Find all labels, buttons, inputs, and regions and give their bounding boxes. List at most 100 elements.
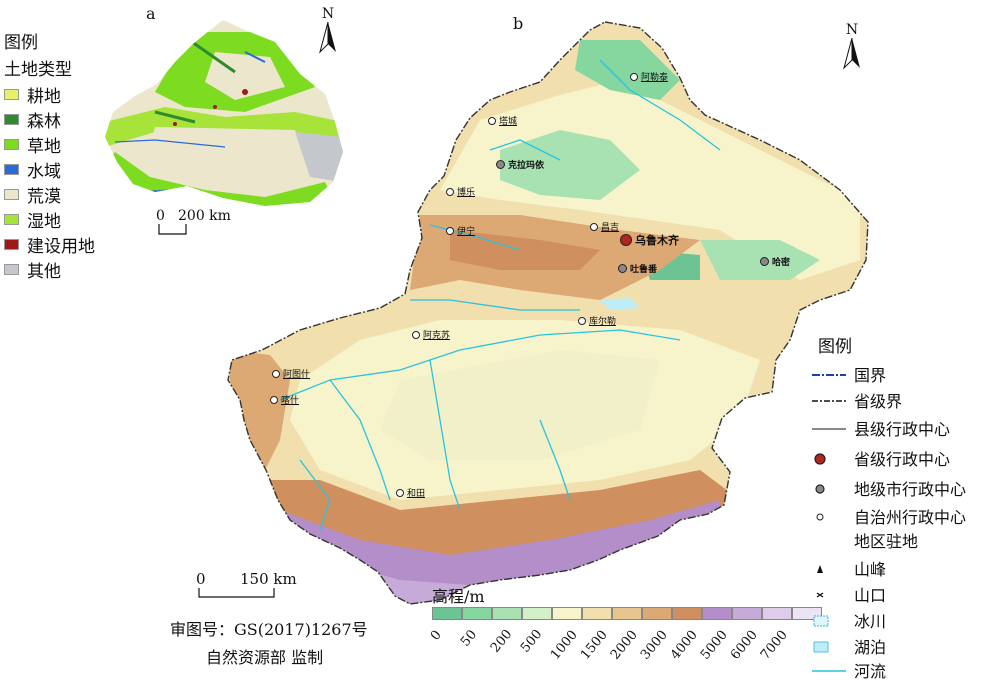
city-label: 哈密 [772, 258, 791, 268]
panel-a-label: a [146, 4, 156, 23]
legend-item-label: 省级界 [854, 392, 903, 411]
city-label: 阿图什 [283, 370, 311, 380]
legend-item: 省级界 [812, 388, 902, 412]
land-type-swatch [4, 189, 19, 200]
city-label: 博乐 [457, 188, 476, 198]
city-marker: 哈密 [760, 255, 790, 268]
river-icon [812, 663, 846, 677]
city-marker: 乌鲁木齐 [620, 232, 679, 248]
elevation-class-box [492, 607, 522, 620]
city-label: 昌吉 [601, 223, 620, 233]
national-border-icon [812, 367, 846, 381]
city-dot-icon [630, 72, 638, 81]
legend-item-label: 地区驻地 [854, 532, 919, 551]
legend-item-label: 山口 [854, 586, 887, 605]
city-label: 库尔勒 [589, 317, 617, 327]
north-arrow-icon [843, 37, 860, 70]
county-line-icon [812, 421, 846, 435]
city-dot-icon [488, 116, 496, 125]
capital-dot-icon [620, 234, 632, 246]
elevation-class-box [642, 607, 672, 620]
elevation-class-box [432, 607, 462, 620]
scale-bar-a [158, 224, 187, 235]
city-label: 吐鲁番 [630, 265, 658, 275]
city-dot-icon [578, 316, 586, 325]
legend-item: 冰川 [812, 608, 886, 632]
land-type-item: 建设用地 [4, 232, 95, 257]
land-type-item: 荒漠 [4, 182, 61, 207]
panel-b-legend-title: 图例 [818, 337, 852, 357]
blank-icon [812, 533, 846, 547]
scale-zero-b: 0 [196, 570, 206, 588]
lake-icon [812, 639, 846, 653]
city-marker: 博乐 [446, 185, 475, 198]
land-type-label: 耕地 [27, 87, 61, 107]
pass-icon [812, 587, 846, 601]
legend-item: 地区驻地 [812, 528, 918, 552]
land-type-label: 水域 [27, 162, 61, 182]
city-dot-icon [396, 488, 404, 497]
legend-item-label: 省级行政中心 [854, 450, 951, 469]
land-type-label: 荒漠 [27, 187, 61, 207]
legend-item: 省级行政中心 [812, 446, 950, 470]
panel-a-legend-title: 图例 [4, 33, 38, 53]
city-label: 阿勒泰 [641, 73, 669, 83]
elevation-class-box [582, 607, 612, 620]
city-marker: 吐鲁番 [618, 262, 657, 275]
panel-b-label: b [513, 14, 524, 33]
legend-item-label: 河流 [854, 662, 887, 681]
city-label: 阿克苏 [423, 331, 451, 341]
capital-dot-icon [812, 451, 846, 465]
land-type-label: 湿地 [27, 212, 61, 232]
land-type-swatch [4, 89, 19, 100]
city-dot-icon [446, 226, 454, 235]
elevation-class-box [762, 607, 792, 620]
city-marker: 喀什 [270, 393, 299, 406]
scale-value-a: 200 km [178, 208, 231, 224]
elevation-class-box [672, 607, 702, 620]
land-type-label: 草地 [27, 137, 61, 157]
legend-item: 湖泊 [812, 634, 886, 658]
city-marker: 塔城 [488, 114, 517, 127]
city-label: 伊宁 [457, 227, 476, 237]
land-type-swatch [4, 164, 19, 175]
legend-item: 地级市行政中心 [812, 476, 966, 500]
elevation-class-box [702, 607, 732, 620]
approval-number: 审图号：GS(2017)1267号 [170, 620, 368, 639]
land-type-swatch [4, 239, 19, 250]
city-dot-icon [618, 264, 627, 273]
legend-item-label: 自治州行政中心 [854, 508, 967, 527]
scale-zero-a: 0 [156, 208, 165, 224]
legend-item-label: 地级市行政中心 [854, 480, 967, 499]
legend-item-label: 冰川 [854, 612, 887, 631]
elevation-class-box [462, 607, 492, 620]
city-dot-icon [272, 369, 280, 378]
prefecture-dot-icon [812, 509, 846, 523]
north-arrow-a: N [316, 6, 340, 58]
north-label-a: N [321, 6, 335, 22]
legend-item-label: 山峰 [854, 560, 887, 579]
legend-item: 国界 [812, 362, 886, 386]
elevation-class-box [522, 607, 552, 620]
land-type-label: 其他 [27, 262, 61, 282]
land-type-label: 建设用地 [27, 237, 95, 257]
legend-item-label: 湖泊 [854, 638, 887, 657]
land-use-map [105, 20, 343, 206]
city-label: 乌鲁木齐 [635, 234, 679, 247]
north-label-b: N [845, 22, 859, 38]
city-dot-icon [812, 481, 846, 495]
land-type-item: 草地 [4, 132, 61, 157]
city-label: 和田 [407, 489, 426, 499]
city-marker: 昌吉 [590, 220, 619, 233]
provincial-border-icon [812, 393, 846, 407]
city-marker: 和田 [396, 486, 425, 499]
city-dot-icon [590, 222, 598, 231]
land-type-swatch [4, 264, 19, 275]
peak-icon [812, 561, 846, 575]
land-type-label: 森林 [27, 112, 61, 132]
city-marker: 伊宁 [446, 224, 475, 237]
scale-value-b: 150 km [240, 570, 297, 588]
city-marker: 阿克苏 [412, 328, 450, 341]
land-type-item: 其他 [4, 257, 61, 282]
legend-item: 河流 [812, 658, 886, 682]
